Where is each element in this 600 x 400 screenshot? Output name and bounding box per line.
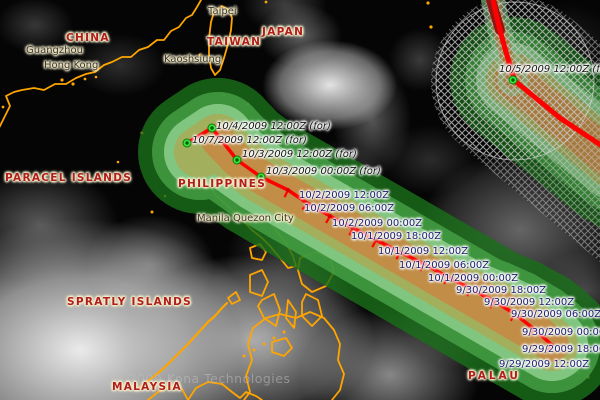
forecast-position-dot-core [235,158,239,162]
panay-coastline [249,269,269,297]
forecast-position-dot-core [185,141,189,145]
observed-position-dot [398,250,402,254]
uncertainty-hatch-area [431,0,600,262]
busuanga-coastline [227,291,241,305]
china-coastline [0,0,202,129]
borneo-coastline [147,381,263,400]
observed-position-dot [532,327,536,331]
observed-position-dot [550,343,554,347]
bohol-coastline [271,337,293,357]
palawan-coastline [138,301,229,389]
observed-position-dot [374,238,378,242]
observed-position-dot [305,201,309,205]
observed-position-dot [492,299,496,303]
observed-position-dot [422,262,426,266]
observed-position-dot [446,275,450,279]
observed-position-dot [286,188,290,192]
forecast-position-dot-core [511,78,515,82]
observed-position-dot [513,312,517,316]
track-points [182,75,554,352]
observed-position-dot [328,214,332,218]
observed-position-dot [351,226,355,230]
forecast-position-dot-core [210,126,214,130]
forecast-position-dot-core [259,175,263,179]
observed-position-dot [469,287,473,291]
negros-coastline [257,293,281,327]
leyte-coastline [301,293,323,327]
taiwan-coastline [208,5,233,76]
cebu-coastline [285,299,297,329]
